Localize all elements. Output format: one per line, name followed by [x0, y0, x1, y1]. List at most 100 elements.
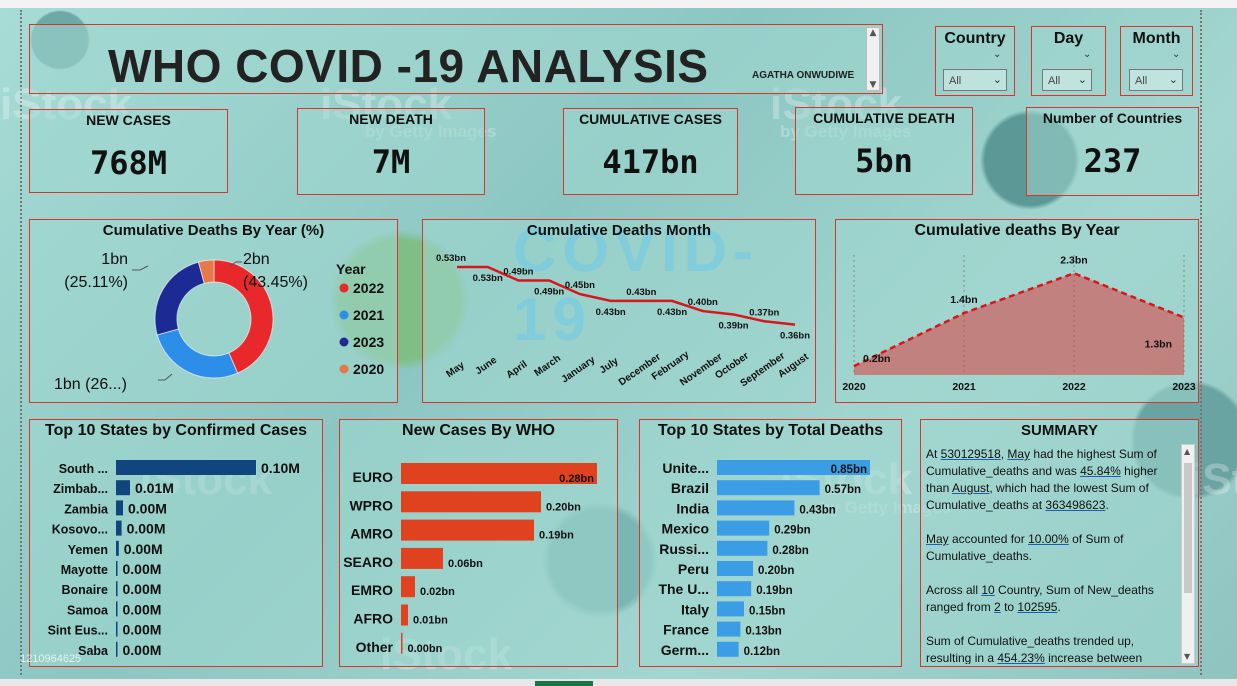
legend-entry-2020[interactable]: 2020: [353, 361, 384, 377]
kpi-value: 7M: [371, 143, 411, 181]
legend-entry-2023[interactable]: 2023: [353, 334, 384, 350]
data-label: 0.20bn: [758, 565, 794, 577]
bar[interactable]: [401, 463, 597, 484]
line-chart[interactable]: 0.53bn0.53bn0.49bn0.49bn0.45bn0.43bn0.43…: [423, 220, 817, 404]
y-tick-label: Sint Eus...: [48, 624, 108, 638]
month-dropdown[interactable]: All ⌄: [1129, 69, 1183, 91]
x-tick-label: January: [560, 354, 598, 385]
bar[interactable]: [717, 641, 739, 657]
data-label: 0.85bn: [831, 464, 867, 476]
series-line[interactable]: [853, 271, 1185, 368]
bar[interactable]: [717, 540, 768, 556]
legend-entry-2021[interactable]: 2021: [353, 307, 384, 323]
country-dropdown[interactable]: All ⌄: [943, 69, 1007, 91]
bar[interactable]: [116, 621, 118, 637]
donut-slice-2023[interactable]: [154, 261, 205, 336]
y-tick-label: Peru: [678, 561, 709, 577]
data-label: 0.01M: [135, 480, 174, 496]
confirmed-cases-bar-chart[interactable]: South ... 0.10M Zimbab... 0.01M Zambia 0.00M K…: [30, 420, 324, 668]
data-label: 1.4bn: [950, 294, 977, 306]
data-label: 0.53bn: [436, 253, 466, 264]
y-tick-label: WPRO: [349, 497, 393, 513]
data-label: 0.28bn: [772, 545, 808, 557]
data-label: 0.00M: [123, 622, 162, 638]
page-tab[interactable]: [535, 681, 593, 686]
bar[interactable]: [401, 604, 408, 626]
legend-marker: [339, 337, 349, 347]
scrollbar-thumb[interactable]: [1184, 463, 1192, 593]
title-scrollbar[interactable]: ▲ ▼: [866, 27, 880, 91]
data-label: 0.00M: [123, 601, 162, 617]
donut-slice-2022[interactable]: [213, 259, 274, 374]
dropdown-value: All: [949, 75, 962, 87]
legend-entry-2022[interactable]: 2022: [353, 280, 384, 296]
bar[interactable]: [116, 561, 118, 576]
scroll-down-icon[interactable]: ▼: [1184, 652, 1191, 661]
scroll-down-icon[interactable]: ▼: [869, 80, 877, 90]
slicer-month[interactable]: Month ⌄ All ⌄: [1120, 26, 1193, 96]
summary-scrollbar[interactable]: ▲ ▼: [1181, 444, 1195, 664]
bar[interactable]: [116, 641, 118, 657]
chevron-down-icon[interactable]: ⌄: [993, 49, 1002, 60]
donut-slice-2021[interactable]: [156, 328, 239, 379]
kpi-label: Number of Countries: [1042, 110, 1183, 126]
bar[interactable]: [717, 581, 752, 597]
bar[interactable]: [717, 500, 795, 516]
y-tick-label: Zambia: [64, 502, 109, 516]
bar[interactable]: [116, 480, 130, 496]
donut-data-label: 1bn: [101, 251, 128, 268]
chart-title: Cumulative Deaths By Year (%): [102, 222, 325, 239]
slicer-country[interactable]: Country ⌄ All ⌄: [935, 26, 1015, 96]
bar[interactable]: [116, 540, 119, 556]
kpi-label: CUMULATIVE DEATH: [813, 110, 955, 126]
series-line[interactable]: [457, 265, 796, 326]
area-chart-card: Cumulative deaths By Year 0.2bn 1.4bn 2.3b…: [835, 219, 1199, 403]
data-label: 0.13bn: [745, 626, 781, 638]
donut-data-label: 2bn: [243, 251, 270, 268]
data-label: 0.45bn: [565, 280, 595, 291]
bar[interactable]: [401, 632, 403, 654]
bar[interactable]: [116, 601, 118, 617]
data-label: 0.29bn: [774, 525, 810, 537]
bar[interactable]: [717, 460, 870, 475]
line-chart-card: COVID-19 Cumulative Deaths Month 0.53bn 0…: [422, 217, 817, 404]
data-label: 0.10M: [261, 460, 300, 476]
day-dropdown[interactable]: All ⌄: [1042, 69, 1092, 91]
total-deaths-bar-chart[interactable]: Unite... 0.85bn Brazil 0.57bn India 0.43bn Mex…: [640, 420, 903, 668]
chart-title: Top 10 States by Confirmed Cases: [45, 422, 307, 439]
bar[interactable]: [717, 520, 770, 536]
y-tick-label: The U...: [658, 581, 709, 597]
data-label: 0.00M: [123, 642, 162, 658]
data-label: 0.00M: [128, 500, 167, 516]
bar[interactable]: [116, 581, 118, 597]
bar[interactable]: [401, 491, 541, 513]
donut-chart[interactable]: 2bn (43.45%) 1bn (26...) 1bn (25.11%) Year 202…: [30, 220, 399, 404]
scroll-up-icon[interactable]: ▲: [1184, 447, 1191, 456]
bar[interactable]: [717, 621, 741, 637]
y-tick-label: Yemen: [68, 543, 108, 557]
new-cases-who-bar-chart[interactable]: EURO 0.28bn WPRO 0.20bn AMRO 0.19bn SEARO 0.06b…: [340, 420, 619, 668]
bar[interactable]: [717, 561, 753, 576]
bar[interactable]: [116, 460, 256, 475]
chevron-down-icon[interactable]: ⌄: [1083, 49, 1092, 60]
slicer-day[interactable]: Day ⌄ All ⌄: [1031, 26, 1106, 96]
dropdown-value: All: [1048, 75, 1061, 87]
legend-marker: [339, 310, 349, 320]
bar[interactable]: [401, 576, 415, 598]
data-label: 0.00M: [124, 541, 163, 557]
bar[interactable]: [401, 547, 443, 569]
data-label: 0.20bn: [546, 501, 581, 513]
bar[interactable]: [116, 520, 122, 536]
slicer-label: Day: [1053, 30, 1084, 47]
scroll-up-icon[interactable]: ▲: [869, 28, 877, 38]
donut-slice-2020[interactable]: [197, 259, 215, 284]
y-tick-label: France: [663, 622, 709, 638]
chevron-down-icon[interactable]: ⌄: [1172, 49, 1181, 60]
data-label: 0.39bn: [718, 320, 748, 331]
bar[interactable]: [401, 519, 534, 541]
area-chart[interactable]: 0.2bn 1.4bn 2.3bn 1.3bn 2020 2021 2022 2023: [836, 220, 1200, 404]
bar[interactable]: [717, 601, 744, 617]
bar[interactable]: [116, 500, 123, 516]
bar[interactable]: [717, 480, 820, 496]
x-tick-label: 2023: [1172, 381, 1196, 393]
